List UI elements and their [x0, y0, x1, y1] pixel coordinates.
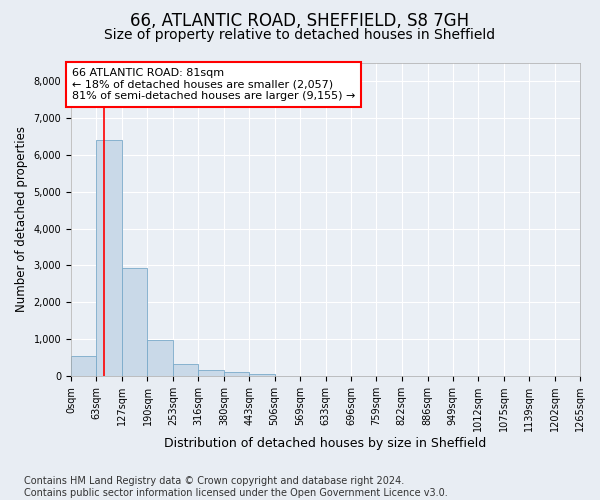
Text: 66, ATLANTIC ROAD, SHEFFIELD, S8 7GH: 66, ATLANTIC ROAD, SHEFFIELD, S8 7GH — [130, 12, 470, 30]
Bar — [148, 340, 173, 376]
Bar — [122, 268, 148, 376]
Bar — [97, 140, 122, 376]
Bar — [71, 356, 97, 376]
X-axis label: Distribution of detached houses by size in Sheffield: Distribution of detached houses by size … — [164, 437, 487, 450]
Bar — [198, 370, 224, 376]
Text: Contains HM Land Registry data © Crown copyright and database right 2024.
Contai: Contains HM Land Registry data © Crown c… — [24, 476, 448, 498]
Bar — [224, 372, 249, 376]
Bar — [249, 374, 275, 376]
Text: 66 ATLANTIC ROAD: 81sqm
← 18% of detached houses are smaller (2,057)
81% of semi: 66 ATLANTIC ROAD: 81sqm ← 18% of detache… — [72, 68, 355, 101]
Text: Size of property relative to detached houses in Sheffield: Size of property relative to detached ho… — [104, 28, 496, 42]
Y-axis label: Number of detached properties: Number of detached properties — [15, 126, 28, 312]
Bar — [173, 364, 198, 376]
